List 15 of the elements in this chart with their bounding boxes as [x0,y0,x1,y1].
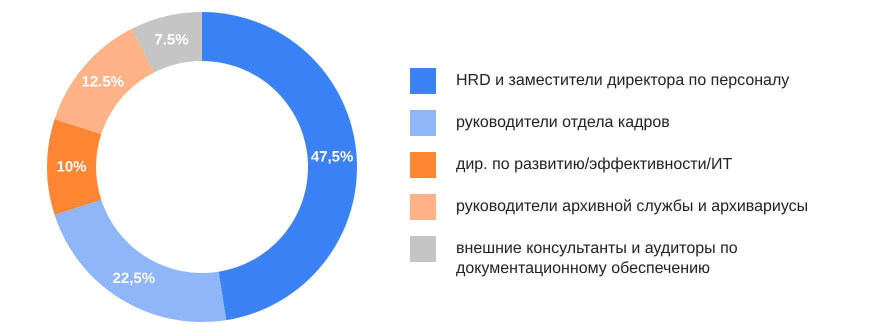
donut-slice [54,28,154,134]
legend-label: HRD и заместители директора по персоналу [456,71,790,91]
donut-slice [132,12,202,73]
legend-label: внешние консультанты и аудиторы по документационному обеспечению [456,239,739,279]
legend-label: руководители отдела кадров [456,113,670,133]
legend-label: руководители архивной службы и архивариусы [456,197,808,217]
data-label: 47,5% [310,148,354,166]
data-label: 22,5% [112,270,156,287]
donut-slice [47,119,102,215]
legend-label: дир. по развитию/эффективности/ИТ [456,155,732,175]
donut-slice [54,200,226,322]
data-label: 7.5% [154,32,189,49]
data-label: 12.5% [81,74,124,91]
donut-slice [202,12,357,320]
data-label: 10% [56,158,87,176]
